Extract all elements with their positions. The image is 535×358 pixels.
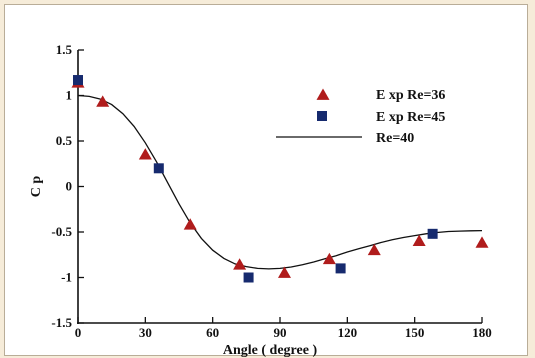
triangle-marker (412, 234, 426, 246)
triangle-marker (322, 252, 336, 265)
legend-label: E xp Re=36 (376, 88, 445, 103)
x-tick-label: 30 (139, 325, 152, 340)
y-tick-label: 1.5 (56, 42, 73, 57)
legend-label: Re=40 (376, 131, 414, 146)
triangle-marker (367, 243, 381, 256)
triangle-marker (475, 236, 489, 248)
x-tick-label: 0 (75, 325, 82, 340)
data-markers (71, 75, 489, 283)
square-marker (243, 272, 254, 283)
x-tick-label: 90 (274, 325, 287, 340)
y-tick-label: -1 (61, 270, 72, 285)
curve-line-re40 (77, 94, 483, 270)
y-tick-label: 0 (66, 179, 73, 194)
triangle-marker (277, 266, 291, 278)
legend: E xp Re=36 E xp Re=45 Re=40 (276, 88, 445, 146)
square-marker (427, 228, 438, 239)
x-axis-label: Angle ( degree ) (223, 343, 318, 358)
legend-triangle-symbol (316, 88, 330, 100)
y-tick-label: -0.5 (51, 224, 72, 239)
x-tick-label: 120 (338, 325, 358, 340)
triangle-marker (96, 95, 110, 107)
legend-label: E xp Re=45 (376, 110, 445, 125)
x-tick-label: 60 (206, 325, 219, 340)
ticks: 0 30 60 90 120 150 180 -1.5 -1 -0.5 0 0.5 1 1.5 (51, 42, 491, 340)
triangle-marker (183, 218, 197, 230)
legend-square-symbol (317, 111, 327, 121)
y-tick-label: 0.5 (56, 133, 73, 148)
chart-frame (4, 4, 528, 356)
square-marker (73, 75, 83, 86)
square-marker (335, 263, 346, 274)
y-tick-label: 1 (66, 88, 73, 103)
x-tick-label: 150 (405, 325, 425, 340)
square-marker (153, 163, 164, 174)
y-tick-label: -1.5 (51, 315, 72, 330)
triangle-marker (138, 148, 152, 160)
x-tick-label: 180 (472, 325, 492, 340)
simulation-curve (77, 94, 483, 270)
triangle-marker (233, 258, 247, 270)
y-axis-label: C p (29, 176, 44, 198)
